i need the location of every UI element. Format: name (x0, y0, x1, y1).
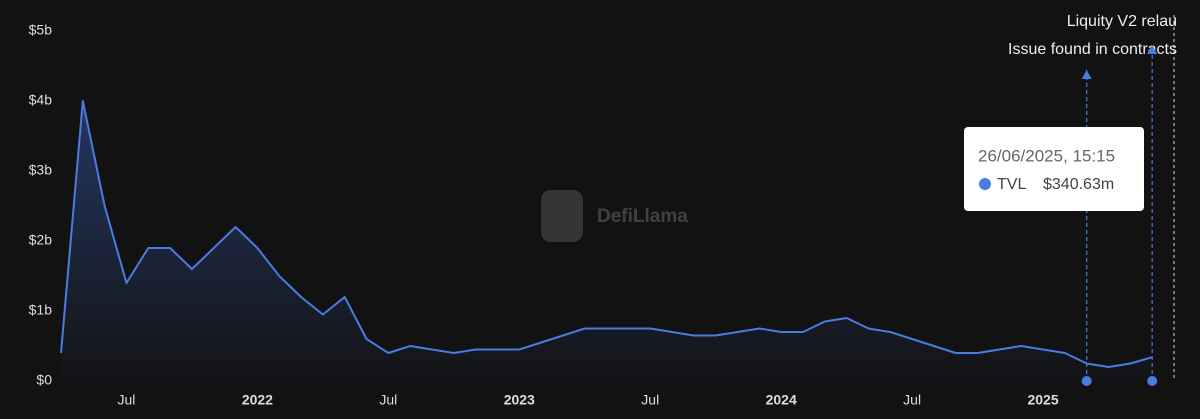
tooltip-value: $340.63m (1043, 176, 1114, 193)
tooltip-series: TVL (997, 176, 1026, 193)
y-tick-label: $1b (29, 302, 53, 318)
y-tick-label: $5b (29, 22, 53, 38)
watermark-text: DefiLlama (597, 206, 688, 227)
y-tick-label: $2b (29, 232, 53, 248)
y-tick-label: $3b (29, 162, 53, 178)
x-tick-label: 2022 (242, 392, 273, 408)
x-tick-label: Jul (118, 392, 136, 408)
x-tick-label: Jul (641, 392, 659, 408)
x-tick-label: Jul (379, 392, 397, 408)
event-label: Liquity V2 relau (1067, 13, 1177, 30)
x-tick-label: 2025 (1027, 392, 1058, 408)
x-tick-label: Jul (903, 392, 921, 408)
x-tick-label: 2024 (766, 392, 797, 408)
tooltip-date: 26/06/2025, 15:15 (978, 146, 1115, 165)
watermark: DefiLlama (541, 190, 688, 242)
event-dot (1081, 376, 1092, 386)
x-tick-label: 2023 (504, 392, 535, 408)
tooltip: 26/06/2025, 15:15 TVL $340.63m (964, 127, 1144, 211)
event-arrow (1081, 70, 1092, 79)
line (60, 100, 1153, 368)
tooltip-dot (979, 178, 991, 190)
y-tick-label: $0 (36, 372, 52, 388)
event-dot (1147, 376, 1158, 386)
tooltip-box (964, 127, 1144, 211)
event-label: Issue found in contracts (1008, 41, 1177, 58)
y-tick-label: $4b (29, 92, 53, 108)
event-arrow (1147, 45, 1158, 54)
area (61, 101, 1153, 381)
